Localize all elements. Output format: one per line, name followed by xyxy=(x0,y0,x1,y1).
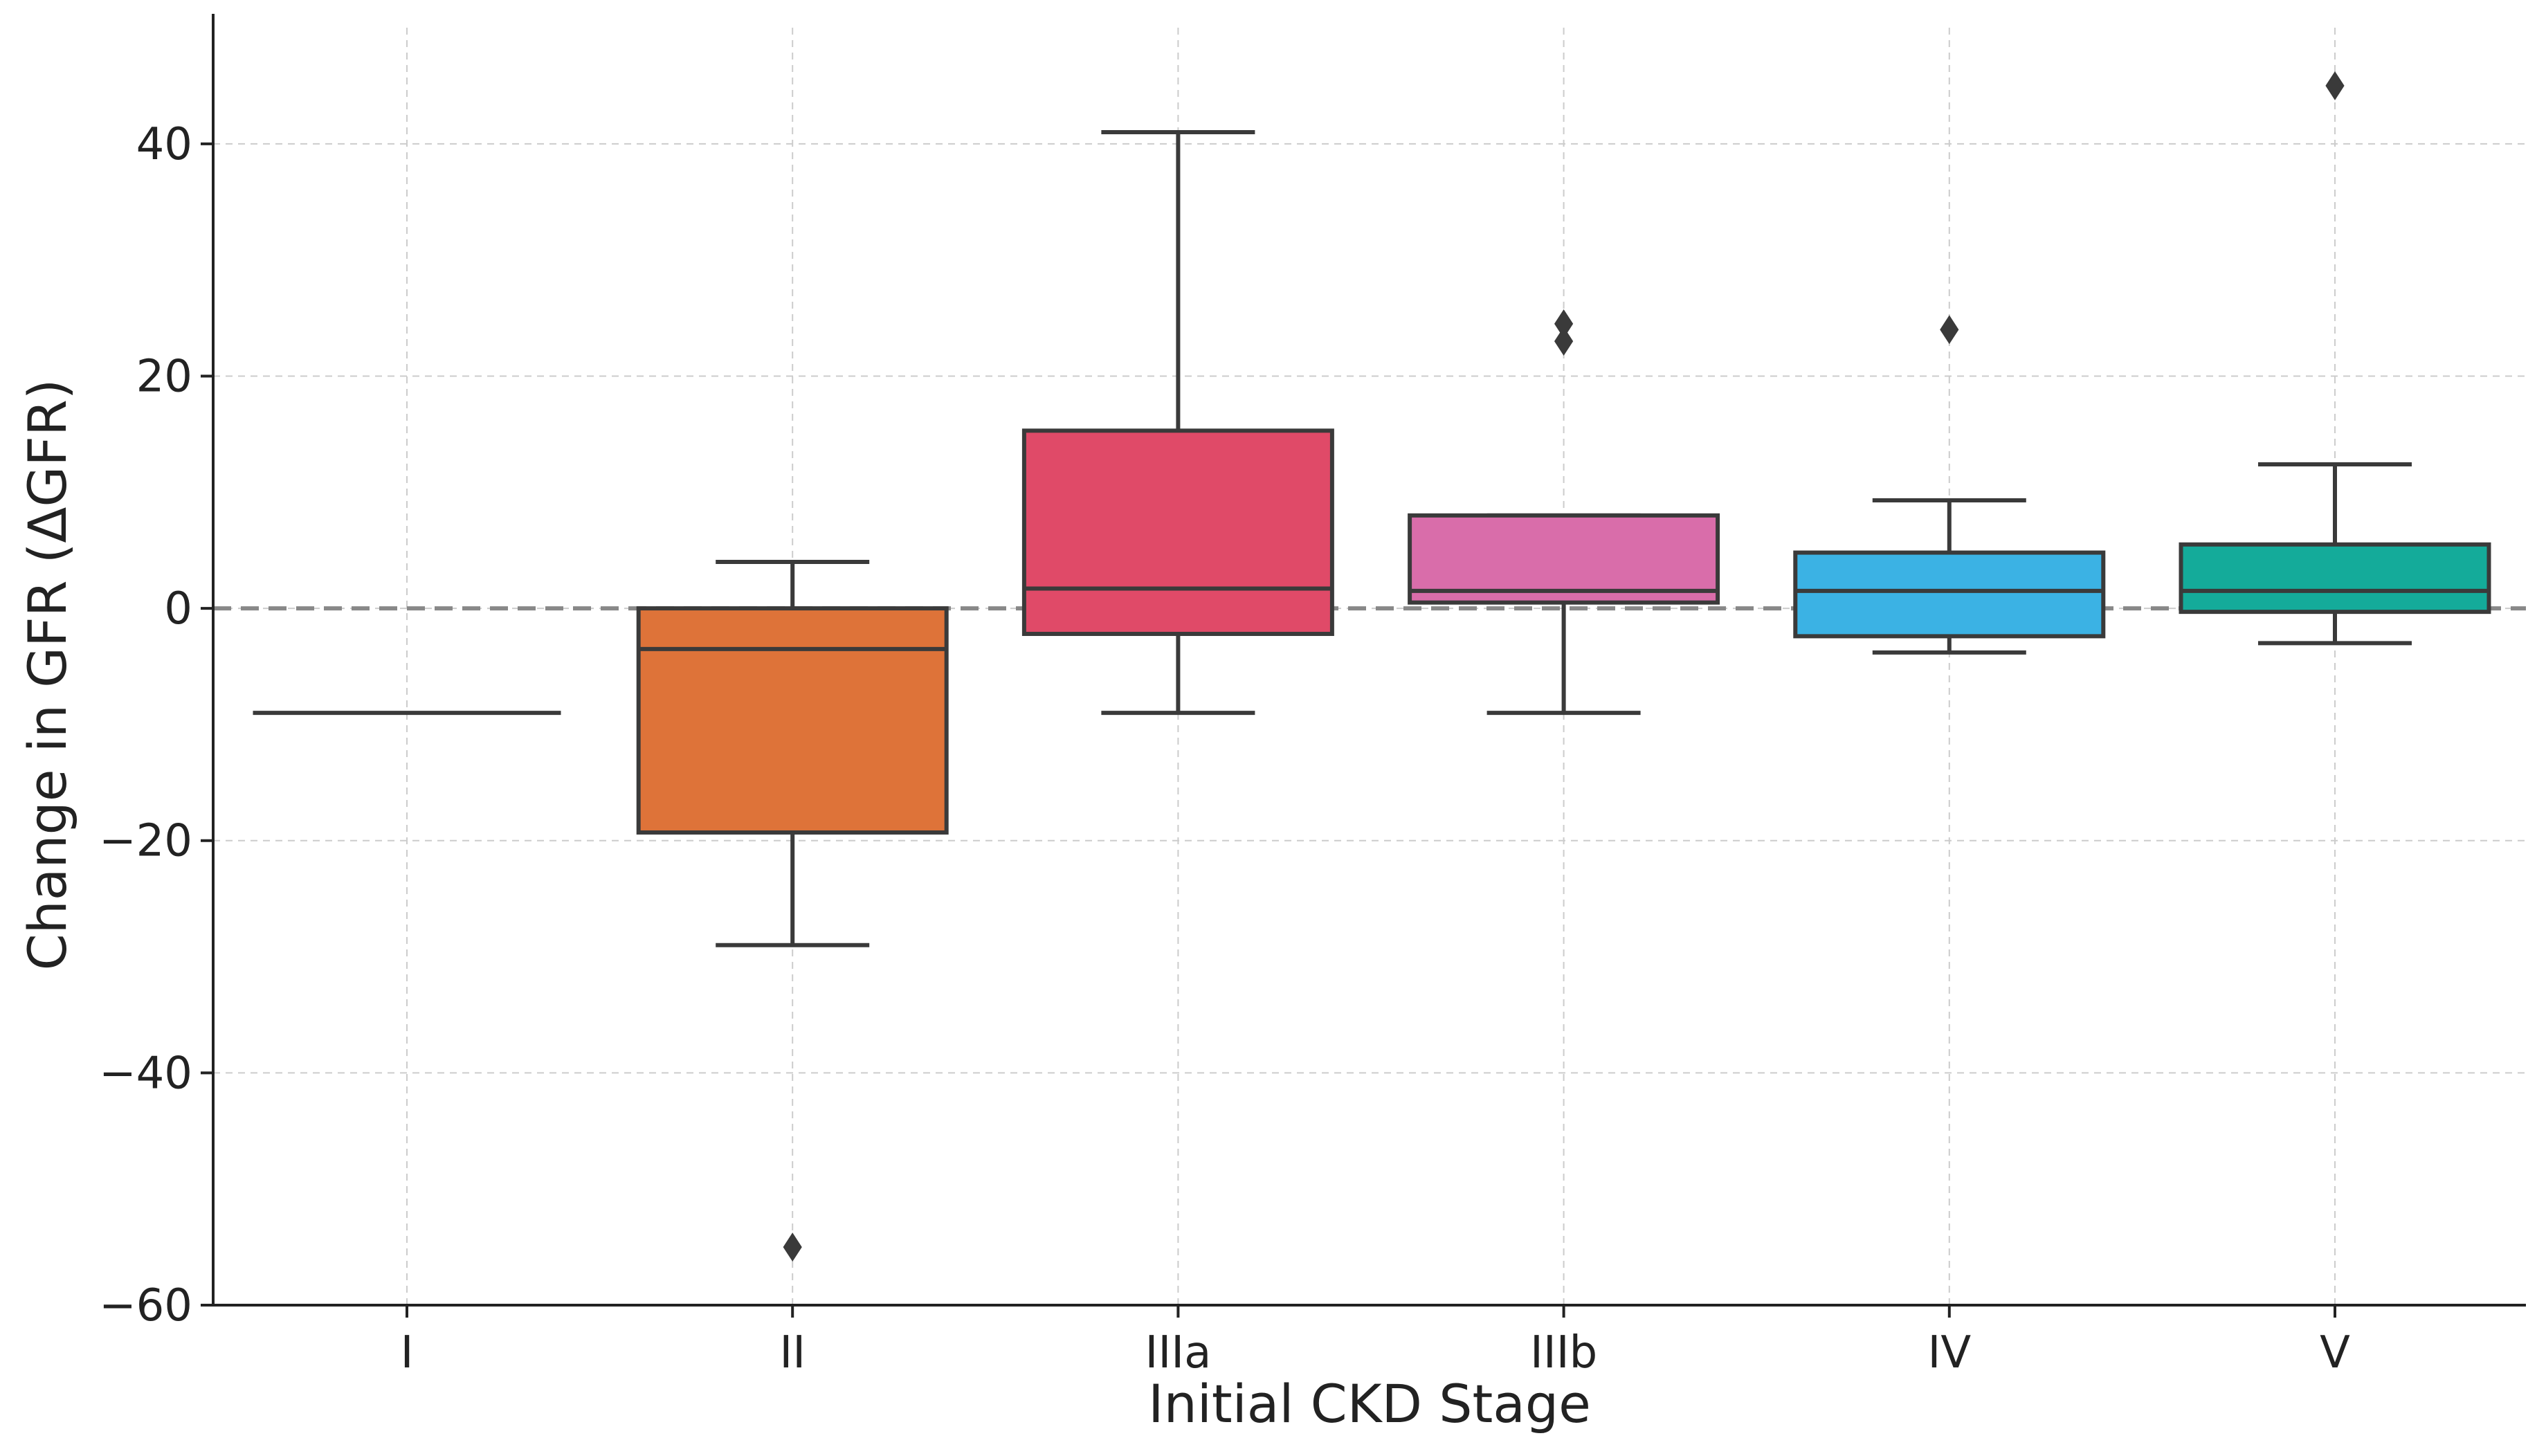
box-group-v xyxy=(2179,71,2491,646)
x-tick-label-ii: II xyxy=(779,1327,806,1378)
iqr-box-v xyxy=(2179,542,2491,615)
grid-layer xyxy=(213,28,2526,1306)
x-axis-label: Initial CKD Stage xyxy=(1148,1373,1591,1435)
x-tick-label-iv: IV xyxy=(1927,1327,1971,1378)
y-tick-label: −20 xyxy=(99,816,192,867)
y-tick-label: −60 xyxy=(99,1280,192,1331)
box-layer xyxy=(253,71,2491,1262)
y-tick-label: −40 xyxy=(99,1048,192,1099)
box-group-iv xyxy=(1793,315,2106,655)
outlier-point-v xyxy=(2325,71,2345,100)
x-tick-label-iiia: IIIa xyxy=(1145,1327,1211,1378)
box-group-iiia xyxy=(1021,130,1334,716)
outlier-point-iiib xyxy=(1554,327,1574,356)
iqr-box-iiia xyxy=(1021,428,1334,637)
box-group-ii xyxy=(636,559,949,1262)
iqr-box-iv xyxy=(1793,550,2106,639)
y-tick-label: 20 xyxy=(136,351,192,402)
axis-layer xyxy=(212,14,2526,1307)
iqr-box-ii xyxy=(636,606,949,835)
outlier-point-iiib xyxy=(1554,309,1574,338)
outlier-point-iv xyxy=(1940,315,1959,345)
outlier-point-ii xyxy=(783,1232,802,1262)
box-group-iiib xyxy=(1408,309,1720,716)
x-tick-label-i: I xyxy=(401,1327,414,1378)
y-tick-label: 0 xyxy=(164,583,192,635)
x-tick-label-v: V xyxy=(2320,1327,2350,1378)
x-tick-label-iiib: IIIb xyxy=(1530,1327,1597,1378)
iqr-box-iiib xyxy=(1408,513,1720,605)
y-axis-label: Change in GFR (ΔGFR) xyxy=(17,379,78,971)
y-tick-label: 40 xyxy=(136,119,192,170)
